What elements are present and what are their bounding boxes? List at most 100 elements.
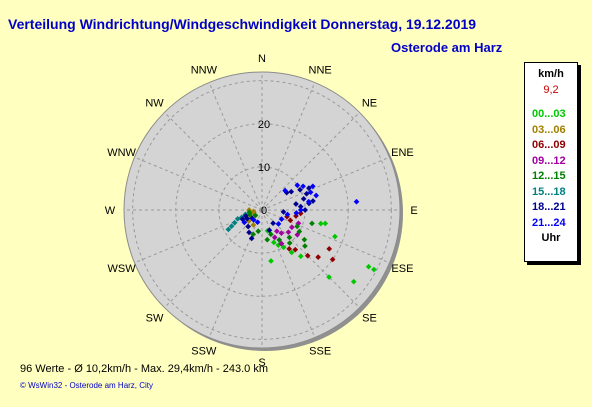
data-point: [305, 198, 312, 205]
data-point: [268, 258, 274, 264]
data-point: [326, 245, 333, 252]
data-point: [242, 213, 249, 219]
grid-spoke: [208, 82, 263, 211]
data-point: [296, 228, 303, 235]
legend: km/h 9,2 00...03 03...06 06...09 09...12 12.…: [524, 62, 578, 262]
direction-labels: 0 10 20 N NNE NE ENE E ESE SE SSE S SSW SW WSW W WNW NW NN…: [105, 53, 418, 369]
data-point: [246, 229, 252, 236]
data-point: [288, 249, 295, 256]
data-point: [275, 221, 282, 227]
data-point: [304, 252, 311, 259]
data-point: [289, 224, 295, 231]
direction-label-ssw: SSW: [191, 345, 217, 357]
data-point: [297, 207, 304, 213]
direction-label-nne: NNE: [309, 65, 332, 77]
legend-item: 00...03: [532, 108, 566, 120]
data-point: [309, 183, 316, 190]
data-point: [286, 240, 293, 246]
data-point: [271, 234, 278, 241]
data-point: [274, 228, 280, 235]
data-point: [297, 253, 304, 260]
legend-items: 00...03 03...06 06...09 09...12 12...15 15...…: [525, 107, 577, 231]
data-point: [332, 233, 338, 240]
data-point: [278, 230, 285, 236]
data-point: [300, 196, 307, 202]
grid-spoke: [261, 156, 390, 211]
credit-line: © WsWin32 - Osterode am Harz, City: [20, 381, 154, 390]
data-point: [365, 263, 372, 270]
data-point: [270, 239, 277, 246]
grid-spoke: [261, 209, 390, 264]
legend-item: 21...24: [532, 216, 566, 229]
data-point: [302, 243, 308, 249]
data-point: [280, 244, 287, 251]
grid-spoke: [134, 156, 263, 211]
legend-item: 15...18: [532, 185, 566, 198]
direction-label-nnw: NNW: [191, 65, 218, 77]
data-point: [284, 211, 291, 218]
data-point: [241, 219, 248, 226]
legend-item: 06...09: [532, 139, 566, 151]
data-point: [306, 185, 312, 191]
grid-spoke: [208, 209, 263, 338]
data-point: [315, 254, 321, 260]
data-point: [252, 212, 259, 219]
data-point: [231, 219, 238, 226]
chart-title: Verteilung Windrichtung/Windgeschwindigk…: [8, 16, 477, 32]
data-point: [264, 236, 271, 243]
radial-tick-label: 10: [258, 162, 270, 174]
data-point: [309, 220, 315, 227]
data-point: [317, 220, 324, 227]
grid-spoke: [261, 112, 360, 211]
data-point: [282, 187, 288, 194]
data-point: [322, 220, 329, 227]
grid-spoke: [261, 209, 316, 338]
grid-spoke: [134, 209, 263, 264]
summary-stats: 96 Werte - Ø 10,2km/h - Max. 29,4km/h - …: [20, 363, 268, 375]
data-point: [245, 223, 251, 230]
data-point: [250, 208, 257, 215]
data-point: [293, 201, 299, 207]
data-point: [228, 223, 235, 230]
data-point: [294, 223, 301, 230]
direction-label-ese: ESE: [391, 263, 413, 275]
legend-item: 12...15: [532, 170, 566, 182]
data-point: [250, 217, 257, 223]
direction-label-wnw: WNW: [107, 147, 136, 159]
grid-spoke: [261, 209, 360, 308]
data-point: [313, 192, 319, 199]
data-point: [288, 188, 295, 195]
data-points: [225, 182, 377, 285]
legend-item: 09...12: [532, 154, 566, 167]
data-point: [248, 235, 255, 242]
radial-tick-label: 0: [261, 205, 267, 217]
location-label: Osterode am Harz: [391, 40, 503, 55]
data-point: [266, 227, 273, 234]
data-point: [297, 186, 303, 193]
data-point: [287, 217, 294, 224]
direction-label-ne: NE: [362, 98, 377, 110]
direction-label-s: S: [258, 357, 265, 369]
data-point: [246, 209, 253, 216]
data-point: [326, 274, 332, 280]
direction-label-e: E: [410, 205, 417, 217]
data-point: [285, 229, 292, 236]
data-point: [300, 183, 306, 190]
data-point: [294, 182, 301, 189]
data-point: [350, 278, 357, 285]
data-point: [302, 207, 308, 213]
grid-spoke: [164, 112, 263, 211]
direction-label-nw: NW: [145, 98, 164, 110]
direction-label-sw: SW: [146, 312, 164, 324]
data-point: [255, 228, 262, 235]
data-point: [297, 210, 304, 217]
data-point: [292, 246, 299, 253]
direction-label-ene: ENE: [391, 147, 414, 159]
data-point: [250, 222, 257, 228]
data-point: [310, 198, 316, 204]
direction-label-wsw: WSW: [108, 263, 137, 275]
radial-tick-label: 20: [258, 119, 270, 131]
data-point: [353, 198, 360, 205]
grid-spoke: [164, 209, 263, 308]
